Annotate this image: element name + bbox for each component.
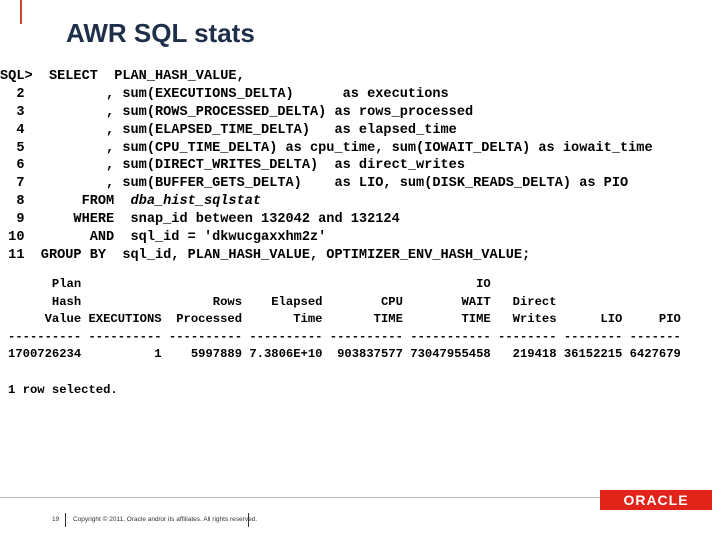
result-row: 1700726234 1 5997889 7.3806E+10 90383757…	[8, 347, 681, 362]
footer-rule	[0, 497, 600, 498]
table-name: dba_hist_sqlstat	[130, 194, 262, 210]
sql-keyword: 8 FROM	[0, 194, 131, 210]
sql-line: 2 , sum(EXECUTIONS_DELTA) as executions	[0, 86, 449, 102]
divider	[65, 513, 66, 527]
sql-line: 11 GROUP BY sql_id, PLAN_HASH_VALUE, OPT…	[0, 247, 531, 263]
page-number: 19	[52, 516, 60, 523]
oracle-logo: ORACLE	[600, 490, 712, 510]
sql-line: 6 , sum(DIRECT_WRITES_DELTA) as direct_w…	[0, 158, 465, 174]
sql-line: 8 FROM dba_hist_sqlstat	[0, 193, 653, 211]
sql-line: 5 , sum(CPU_TIME_DELTA) as cpu_time, sum…	[0, 140, 653, 156]
sql-line: 4 , sum(ELAPSED_TIME_DELTA) as elapsed_t…	[0, 122, 457, 138]
column-header: Value EXECUTIONS Processed Time TIME TIM…	[8, 312, 681, 327]
accent-bar	[20, 0, 22, 24]
sql-line: 7 , sum(BUFFER_GETS_DELTA) as LIO, sum(D…	[0, 176, 629, 192]
column-header: Plan IO	[8, 277, 491, 291]
query-result: Plan IO Hash Rows Elapsed CPU WAIT Direc…	[8, 276, 681, 399]
sql-line: 10 AND sql_id = 'dkwucgaxxhm2z'	[0, 230, 327, 246]
blank-line	[8, 364, 681, 382]
sql-line: SQL> SELECT PLAN_HASH_VALUE,	[0, 69, 245, 84]
divider	[248, 513, 249, 527]
column-header: Hash Rows Elapsed CPU WAIT Direct	[8, 294, 557, 309]
row-count: 1 row selected.	[8, 382, 118, 397]
sql-line: 9 WHERE snap_id between 132042 and 13212…	[0, 212, 400, 228]
copyright: Copyright © 2011, Oracle and/or its affi…	[73, 516, 258, 523]
sql-line: 3 , sum(ROWS_PROCESSED_DELTA) as rows_pr…	[0, 104, 474, 120]
sql-code: SQL> SELECT PLAN_HASH_VALUE, 2 , sum(EXE…	[0, 68, 653, 265]
slide-title: AWR SQL stats	[66, 18, 255, 48]
separator: ---------- ---------- ---------- -------…	[8, 329, 681, 344]
